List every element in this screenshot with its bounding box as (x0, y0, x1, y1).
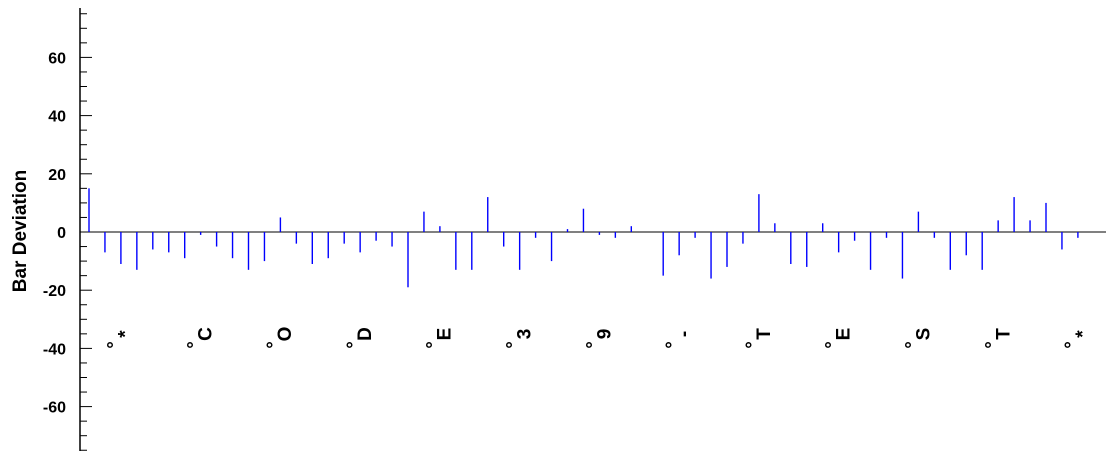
circle-marker: ° (903, 341, 924, 349)
character-label: °3 (504, 329, 536, 349)
character-glyph: C (195, 327, 216, 341)
y-tick-label: -20 (43, 283, 66, 300)
character-glyph: S (914, 328, 935, 341)
character-label: °T (743, 328, 775, 349)
character-label: °- (663, 331, 695, 349)
character-glyph: O (275, 327, 296, 342)
character-glyph: * (116, 330, 137, 338)
circle-marker: ° (344, 341, 365, 349)
character-glyph: 3 (515, 329, 536, 340)
character-label: °D (344, 327, 376, 349)
character-label: °S (903, 328, 935, 349)
y-tick-label: -60 (43, 400, 66, 417)
circle-marker: ° (105, 341, 126, 349)
bars (80, 188, 1106, 288)
character-label: °* (1062, 330, 1094, 349)
character-glyph: E (435, 328, 456, 341)
character-label: °* (105, 330, 137, 349)
circle-marker: ° (184, 341, 205, 349)
circle-marker: ° (504, 341, 525, 349)
circle-marker: ° (743, 341, 764, 349)
character-glyph: * (1073, 330, 1094, 338)
y-tick-label: 60 (48, 50, 66, 67)
character-label: °O (264, 327, 296, 349)
character-label: °C (184, 327, 216, 349)
y-axis-title: Bar Deviation (10, 170, 31, 292)
circle-marker: ° (264, 341, 285, 349)
y-tick-label: 20 (48, 167, 66, 184)
character-glyph: 9 (594, 329, 615, 340)
character-glyph: E (834, 328, 855, 341)
character-label: °E (424, 328, 456, 349)
character-label: °9 (583, 329, 615, 349)
circle-marker: ° (1062, 341, 1083, 349)
y-tick-label: 40 (48, 109, 66, 126)
character-glyph: T (754, 328, 775, 340)
y-tick-label: -40 (43, 341, 66, 358)
y-tick-label: 0 (57, 225, 66, 242)
y-axis: 60 40 20 0 -20 -40 -60 (43, 8, 92, 451)
circle-marker: ° (663, 341, 684, 349)
circle-marker: ° (424, 341, 445, 349)
circle-marker: ° (823, 341, 844, 349)
circle-marker: ° (982, 341, 1003, 349)
character-glyph: - (674, 331, 695, 337)
character-label: °T (982, 328, 1014, 349)
character-glyph: D (355, 327, 376, 341)
character-labels: °*°C°O°D°E°3°9°-°T°E°S°T°* (105, 327, 1095, 349)
character-label: °E (823, 328, 855, 349)
circle-marker: ° (583, 341, 604, 349)
character-glyph: T (993, 328, 1014, 340)
